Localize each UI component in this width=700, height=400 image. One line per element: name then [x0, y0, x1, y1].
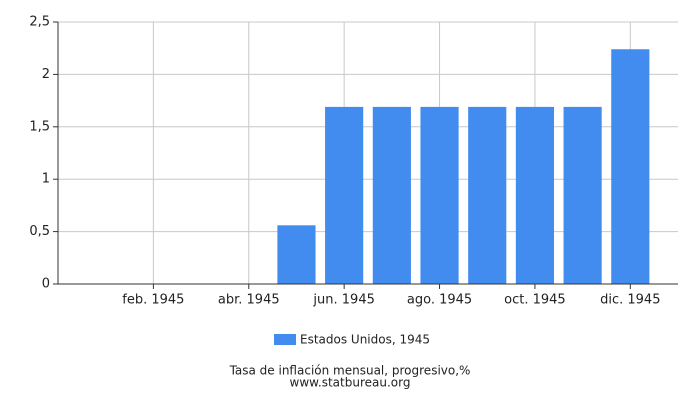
bar [515, 106, 554, 284]
x-tick-label: abr. 1945 [218, 293, 280, 308]
chart-source: www.statbureau.org [290, 376, 411, 390]
bar [325, 106, 364, 284]
y-tick-label: 0 [42, 277, 50, 292]
bar [563, 106, 602, 284]
x-tick-label: feb. 1945 [122, 293, 184, 308]
x-tick-label: jun. 1945 [312, 293, 374, 308]
bar [468, 106, 507, 284]
y-tick-label: 2 [42, 67, 50, 82]
x-tick-label: ago. 1945 [407, 293, 472, 308]
y-tick-label: 1 [42, 172, 50, 187]
x-tick-label: dic. 1945 [600, 293, 660, 308]
y-tick-label: 0,5 [29, 224, 50, 239]
chart-caption: Tasa de inflación mensual, progresivo,% [229, 364, 471, 378]
bar [277, 225, 316, 284]
legend-label: Estados Unidos, 1945 [300, 333, 430, 347]
bar [372, 106, 411, 284]
legend-swatch [274, 334, 296, 345]
bar [420, 106, 459, 284]
y-tick-label: 2,5 [29, 15, 50, 30]
x-tick-label: oct. 1945 [504, 293, 566, 308]
y-tick-label: 1,5 [29, 119, 50, 134]
bar [611, 49, 650, 284]
